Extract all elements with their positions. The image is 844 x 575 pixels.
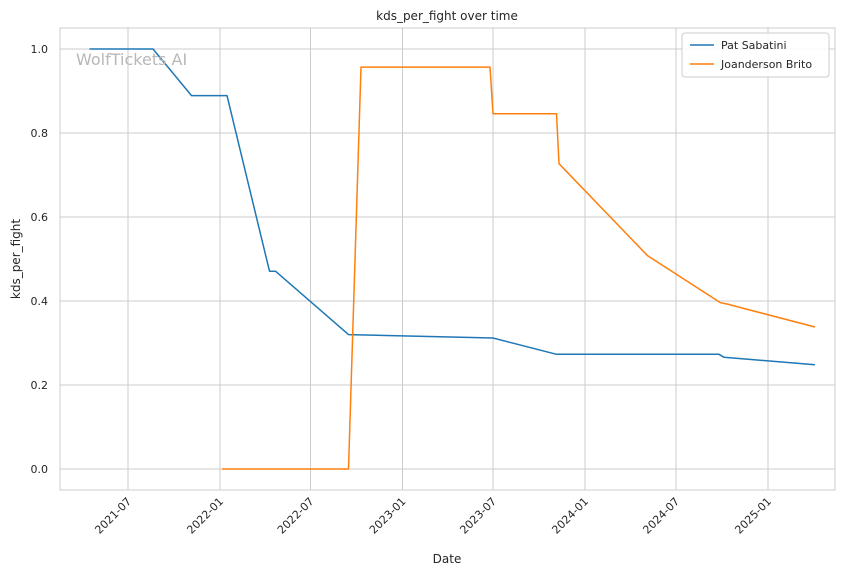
y-tick-label: 0.2 xyxy=(31,379,49,392)
y-tick-labels: 0.0 0.2 0.4 0.6 0.8 1.0 xyxy=(31,43,49,476)
x-tick-label: 2023-01 xyxy=(367,495,409,537)
x-tick-label: 2022-07 xyxy=(275,495,317,537)
x-tick-label: 2025-01 xyxy=(732,495,774,537)
y-tick-label: 0.4 xyxy=(31,295,49,308)
legend: Pat Sabatini Joanderson Brito xyxy=(681,32,830,78)
legend-label-pat-sabatini: Pat Sabatini xyxy=(721,39,787,52)
x-tick-label: 2022-01 xyxy=(184,495,226,537)
chart-title: kds_per_fight over time xyxy=(376,9,518,23)
x-tick-label: 2024-07 xyxy=(640,495,682,537)
x-axis-label: Date xyxy=(433,552,462,566)
y-tick-label: 1.0 xyxy=(31,43,49,56)
series-line-pat-sabatini xyxy=(89,48,816,366)
legend-label-joanderson-brito: Joanderson Brito xyxy=(720,58,812,71)
y-tick-label: 0.0 xyxy=(31,463,49,476)
y-tick-label: 0.8 xyxy=(31,127,49,140)
y-tick-label: 0.6 xyxy=(31,211,49,224)
y-axis-label: kds_per_fight xyxy=(9,219,23,300)
x-tick-labels: 2021-07 2022-01 2022-07 2023-01 2023-07 2024-… xyxy=(92,495,774,537)
grid-lines xyxy=(60,28,835,490)
watermark: WolfTickets AI xyxy=(76,50,187,69)
x-tick-label: 2021-07 xyxy=(92,495,134,537)
x-tick-label: 2024-01 xyxy=(549,495,591,537)
legend-box xyxy=(681,32,830,78)
x-tick-label: 2023-07 xyxy=(457,495,499,537)
series-line-joanderson-brito xyxy=(222,66,816,470)
plot-area-frame xyxy=(59,27,836,491)
series-lines xyxy=(89,48,816,470)
